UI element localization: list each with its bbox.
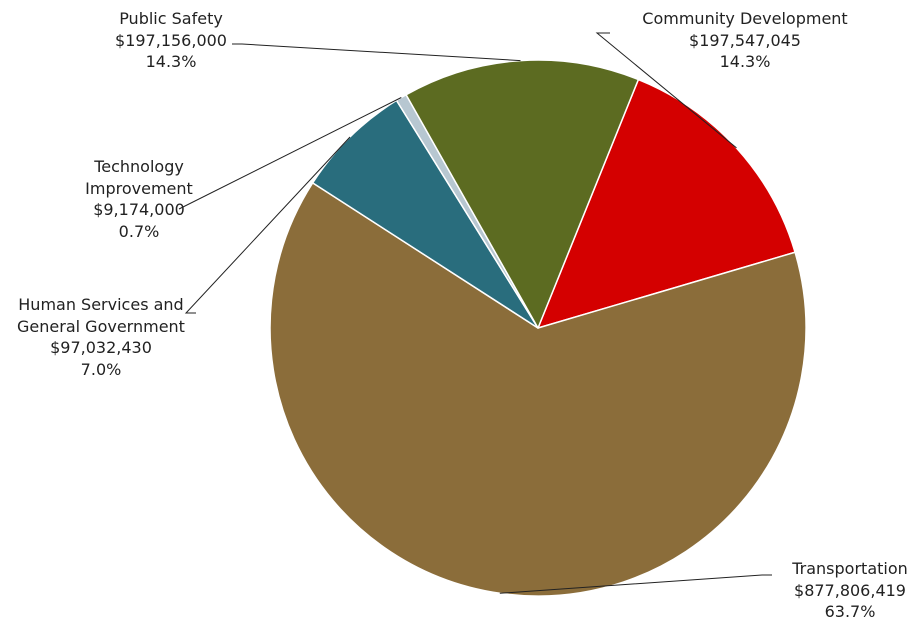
slice-value: $197,156,000 [115, 30, 227, 50]
slice-label-text: Transportation [792, 559, 908, 578]
slice-community-development [537, 78, 796, 329]
label-community-development: Community Development $197,547,045 14.3% [608, 8, 882, 73]
slice-public-safety [405, 59, 640, 329]
slice-value: $877,806,419 [794, 580, 906, 600]
slice-label-text: General Government [17, 316, 185, 336]
slice-value: $9,174,000 [93, 200, 185, 219]
leader-line [232, 43, 521, 62]
leader-line [595, 32, 737, 149]
slice-percent: 14.3% [145, 52, 197, 71]
leader-line [184, 136, 351, 314]
slice-human-services [311, 99, 539, 329]
label-human-services: Human Services and General Government $9… [2, 294, 200, 380]
label-public-safety: Public Safety $197,156,000 14.3% [96, 8, 246, 73]
slice-label-text: Public Safety [119, 9, 223, 28]
slice-label-text: Improvement [85, 178, 193, 198]
slice-value: $197,547,045 [689, 30, 801, 50]
slice-percent: 14.3% [719, 52, 771, 71]
slice-label-text: Technology [94, 157, 184, 176]
slice-percent: 63.7% [824, 602, 876, 621]
leader-line [499, 574, 772, 594]
slice-percent: 7.0% [80, 359, 122, 379]
leader-line [178, 97, 402, 210]
label-transportation: Transportation $877,806,419 63.7% [774, 558, 911, 623]
label-technology-improvement: Technology Improvement $9,174,000 0.7% [64, 156, 214, 242]
slice-label-text: Community Development [642, 9, 848, 28]
slice-percent: 0.7% [118, 221, 160, 241]
slice-label-text: Human Services and [18, 295, 184, 314]
slice-value: $97,032,430 [50, 338, 152, 357]
